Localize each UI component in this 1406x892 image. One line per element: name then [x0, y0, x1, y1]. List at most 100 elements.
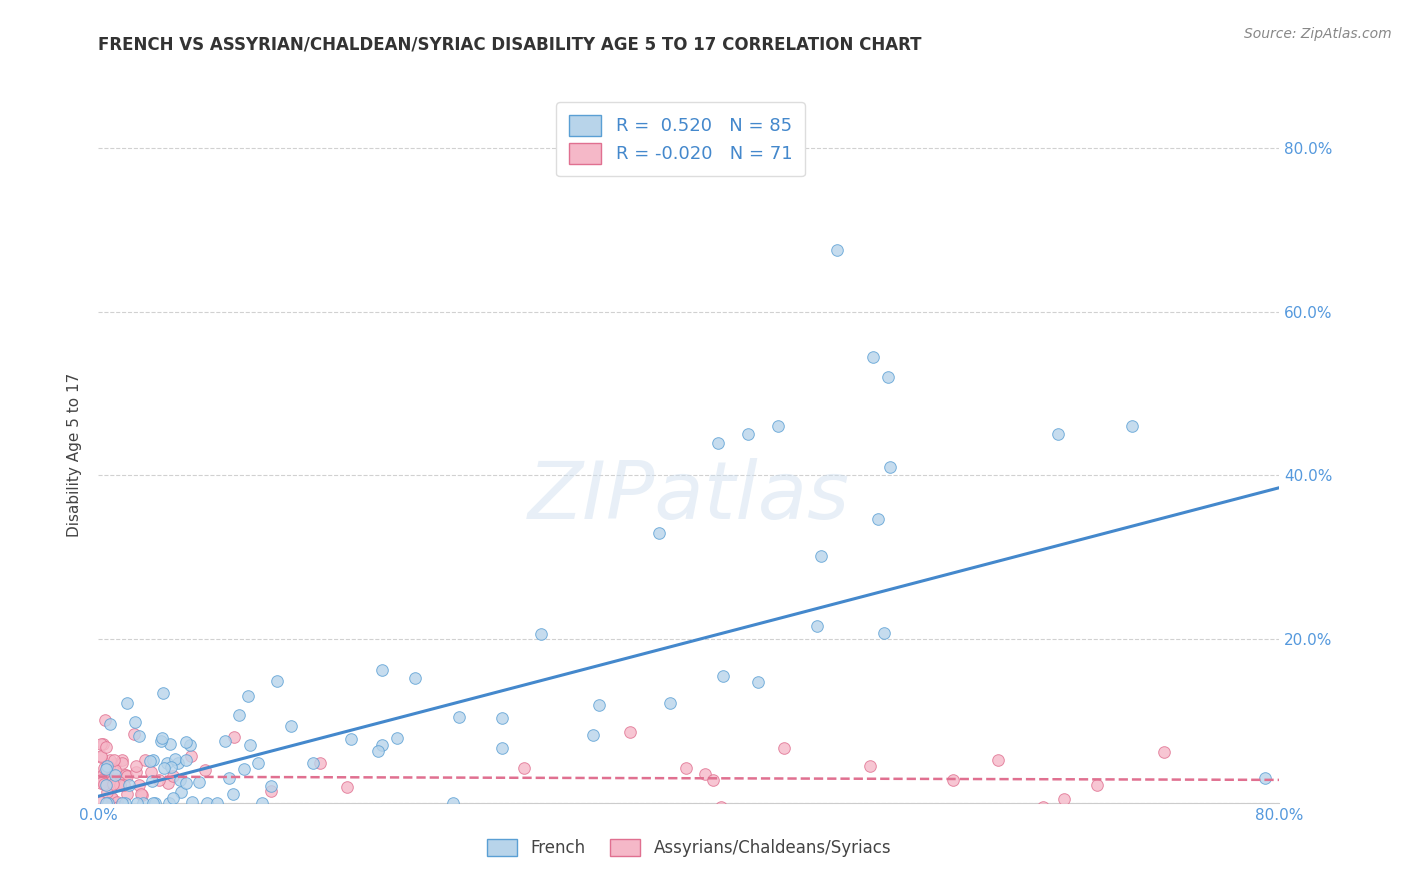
Point	[1046, 427, 1070, 442]
Point	[942, 772, 965, 787]
Point	[879, 460, 901, 475]
Point	[588, 698, 610, 712]
Point	[404, 671, 426, 685]
Point	[737, 427, 759, 442]
Point	[1153, 745, 1175, 759]
Point	[93, 777, 115, 791]
Point	[707, 435, 730, 450]
Point	[1032, 800, 1054, 814]
Point	[103, 777, 125, 791]
Point	[139, 754, 162, 768]
Point	[530, 626, 553, 640]
Point	[141, 773, 163, 788]
Point	[228, 707, 250, 722]
Point	[150, 734, 173, 748]
Point	[877, 370, 900, 384]
Point	[222, 788, 245, 802]
Point	[129, 787, 152, 801]
Point	[104, 768, 127, 782]
Point	[104, 757, 127, 772]
Point	[1254, 771, 1277, 785]
Point	[96, 778, 118, 792]
Point	[107, 777, 129, 791]
Point	[98, 760, 121, 774]
Point	[181, 795, 204, 809]
Point	[766, 419, 789, 434]
Point	[447, 709, 470, 723]
Point	[125, 796, 148, 810]
Point	[238, 689, 260, 703]
Point	[124, 714, 146, 729]
Point	[491, 711, 513, 725]
Text: Source: ZipAtlas.com: Source: ZipAtlas.com	[1244, 27, 1392, 41]
Legend: French, Assyrians/Chaldeans/Syriacs: French, Assyrians/Chaldeans/Syriacs	[479, 832, 898, 864]
Point	[169, 773, 191, 788]
Point	[114, 768, 136, 782]
Point	[862, 350, 884, 364]
Point	[134, 753, 156, 767]
Point	[141, 764, 163, 779]
Point	[115, 768, 138, 782]
Point	[96, 784, 118, 798]
Point	[167, 756, 190, 770]
Point	[806, 619, 828, 633]
Point	[104, 764, 127, 778]
Point	[115, 769, 138, 783]
Point	[94, 774, 117, 789]
Point	[180, 748, 202, 763]
Point	[105, 795, 128, 809]
Point	[702, 773, 724, 788]
Point	[866, 512, 889, 526]
Point	[107, 775, 129, 789]
Point	[114, 796, 136, 810]
Point	[96, 758, 118, 772]
Point	[124, 727, 146, 741]
Point	[100, 774, 122, 789]
Point	[825, 244, 848, 258]
Point	[155, 756, 177, 770]
Point	[174, 776, 197, 790]
Point	[111, 753, 134, 767]
Point	[98, 800, 121, 814]
Y-axis label: Disability Age 5 to 17: Disability Age 5 to 17	[67, 373, 83, 537]
Point	[91, 737, 114, 751]
Point	[93, 761, 115, 775]
Point	[179, 738, 201, 752]
Point	[90, 738, 112, 752]
Point	[128, 778, 150, 792]
Point	[98, 753, 121, 767]
Point	[252, 796, 274, 810]
Point	[773, 741, 796, 756]
Point	[128, 729, 150, 743]
Point	[90, 774, 112, 789]
Point	[387, 731, 409, 745]
Point	[247, 756, 270, 770]
Point	[96, 764, 118, 778]
Point	[110, 756, 132, 771]
Point	[302, 756, 325, 771]
Point	[101, 791, 124, 805]
Point	[115, 696, 138, 710]
Point	[111, 796, 134, 810]
Point	[1121, 419, 1143, 434]
Point	[132, 796, 155, 810]
Point	[582, 728, 605, 742]
Point	[648, 525, 671, 540]
Point	[90, 771, 112, 785]
Point	[207, 796, 229, 810]
Point	[103, 753, 125, 767]
Point	[90, 772, 112, 787]
Point	[336, 780, 359, 794]
Point	[115, 787, 138, 801]
Point	[165, 752, 187, 766]
Point	[1087, 778, 1109, 792]
Point	[90, 748, 112, 763]
Point	[162, 769, 184, 783]
Point	[142, 796, 165, 810]
Point	[367, 744, 389, 758]
Point	[371, 738, 394, 752]
Point	[810, 549, 832, 564]
Point	[104, 772, 127, 787]
Point	[370, 663, 392, 677]
Point	[513, 761, 536, 775]
